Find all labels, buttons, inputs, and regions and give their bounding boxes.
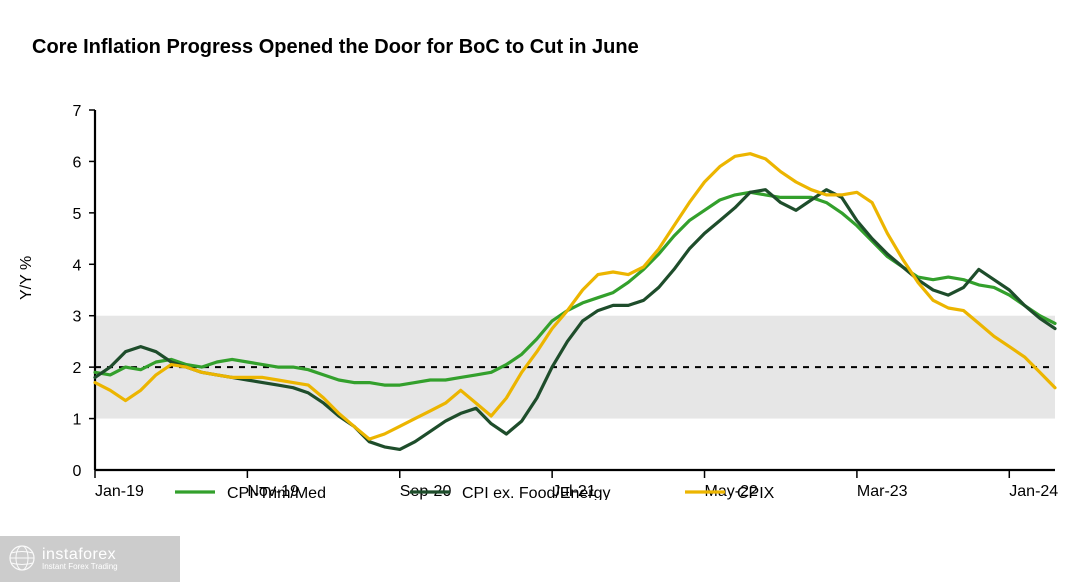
line-chart: 12345670Jan-19Nov-19Sep-20Jul-21May-22Ma…: [60, 100, 1060, 500]
svg-text:7: 7: [73, 103, 82, 120]
svg-text:CPI ex. Food/Energy: CPI ex. Food/Energy: [462, 485, 611, 500]
svg-text:1: 1: [73, 412, 82, 429]
chart-container: Core Inflation Progress Opened the Door …: [0, 0, 1089, 582]
svg-text:3: 3: [73, 309, 82, 326]
svg-text:0: 0: [73, 463, 82, 480]
watermark-tagline: Instant Forex Trading: [42, 563, 118, 571]
watermark-text: instaforex Instant Forex Trading: [42, 547, 118, 571]
svg-text:Jan-24: Jan-24: [1009, 483, 1058, 500]
svg-text:Jan-19: Jan-19: [95, 483, 144, 500]
svg-text:Mar-23: Mar-23: [857, 483, 908, 500]
watermark-instaforex: instaforex Instant Forex Trading: [0, 536, 180, 582]
svg-text:CPI-Trim/Med: CPI-Trim/Med: [227, 485, 326, 500]
svg-text:CPIX: CPIX: [737, 485, 775, 500]
globe-icon: [8, 544, 36, 575]
svg-text:6: 6: [73, 154, 82, 171]
watermark-brand: instaforex: [42, 547, 118, 563]
svg-text:4: 4: [73, 257, 82, 274]
svg-text:5: 5: [73, 206, 82, 223]
y-axis-label: Y/Y %: [18, 256, 36, 300]
chart-title: Core Inflation Progress Opened the Door …: [32, 36, 639, 59]
svg-text:2: 2: [73, 360, 82, 377]
